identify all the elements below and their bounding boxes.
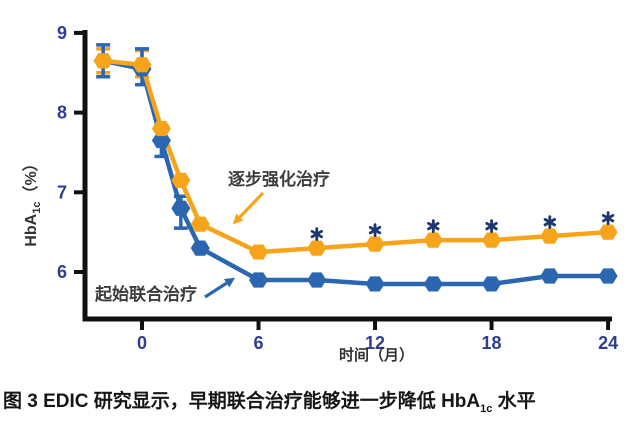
stepwise-series-line: [102, 58, 609, 255]
figure-caption: 图 3 EDIC 研究显示，早期联合治疗能够进一步降低 HbA1c 水平: [3, 391, 536, 415]
svg-text:8: 8: [57, 103, 67, 123]
initial-marker: [249, 272, 269, 288]
initial-marker: [365, 276, 385, 292]
stepwise-marker: [482, 232, 502, 248]
svg-text:18: 18: [482, 333, 502, 353]
significance-asterisks: [310, 211, 615, 241]
initial-marker: [307, 272, 327, 288]
initial-marker: [171, 200, 191, 216]
svg-text:0: 0: [137, 333, 147, 353]
stepwise-marker: [249, 244, 269, 260]
svg-text:12: 12: [365, 333, 385, 353]
annotation-stepwise-treatment: 逐步强化治疗: [228, 170, 330, 189]
stepwise-marker: [93, 53, 113, 69]
svg-text:7: 7: [57, 182, 67, 202]
svg-text:24: 24: [598, 333, 618, 353]
stepwise-marker: [190, 216, 210, 232]
stepwise-marker: [171, 172, 191, 188]
y-axis-label: HbA1c（%）: [23, 155, 44, 247]
axis-ticks-and-labels: 6 7 8 9 0 6 12 18 24: [57, 23, 618, 353]
series-lines: [102, 58, 609, 287]
initial-marker: [423, 276, 443, 292]
initial-marker: [482, 276, 502, 292]
stepwise-marker: [598, 224, 618, 240]
y-axis-label-subscript: 1c: [31, 201, 44, 214]
hba1c-line-chart: 6 7 8 9 0 6 12 18 24: [57, 23, 618, 353]
initial-marker: [190, 240, 210, 256]
svg-text:9: 9: [57, 23, 67, 43]
stepwise-marker: [423, 232, 443, 248]
initial-marker: [151, 132, 171, 149]
stepwise-marker: [540, 228, 560, 244]
svg-text:6: 6: [254, 333, 264, 353]
stepwise-marker: [132, 57, 152, 73]
initial-marker: [540, 268, 560, 284]
x-axis-label: 时间（月）: [339, 347, 415, 364]
annotation-initial-combination-treatment: 起始联合治疗: [95, 285, 197, 304]
caption-subscript: 1c: [480, 402, 493, 415]
stepwise-marker: [365, 236, 385, 252]
svg-text:6: 6: [57, 262, 67, 282]
stepwise-marker: [307, 240, 327, 256]
annotation-arrows: [204, 191, 265, 299]
series-markers: [93, 53, 618, 292]
initial-marker: [598, 268, 618, 284]
stepwise-marker: [151, 120, 171, 137]
